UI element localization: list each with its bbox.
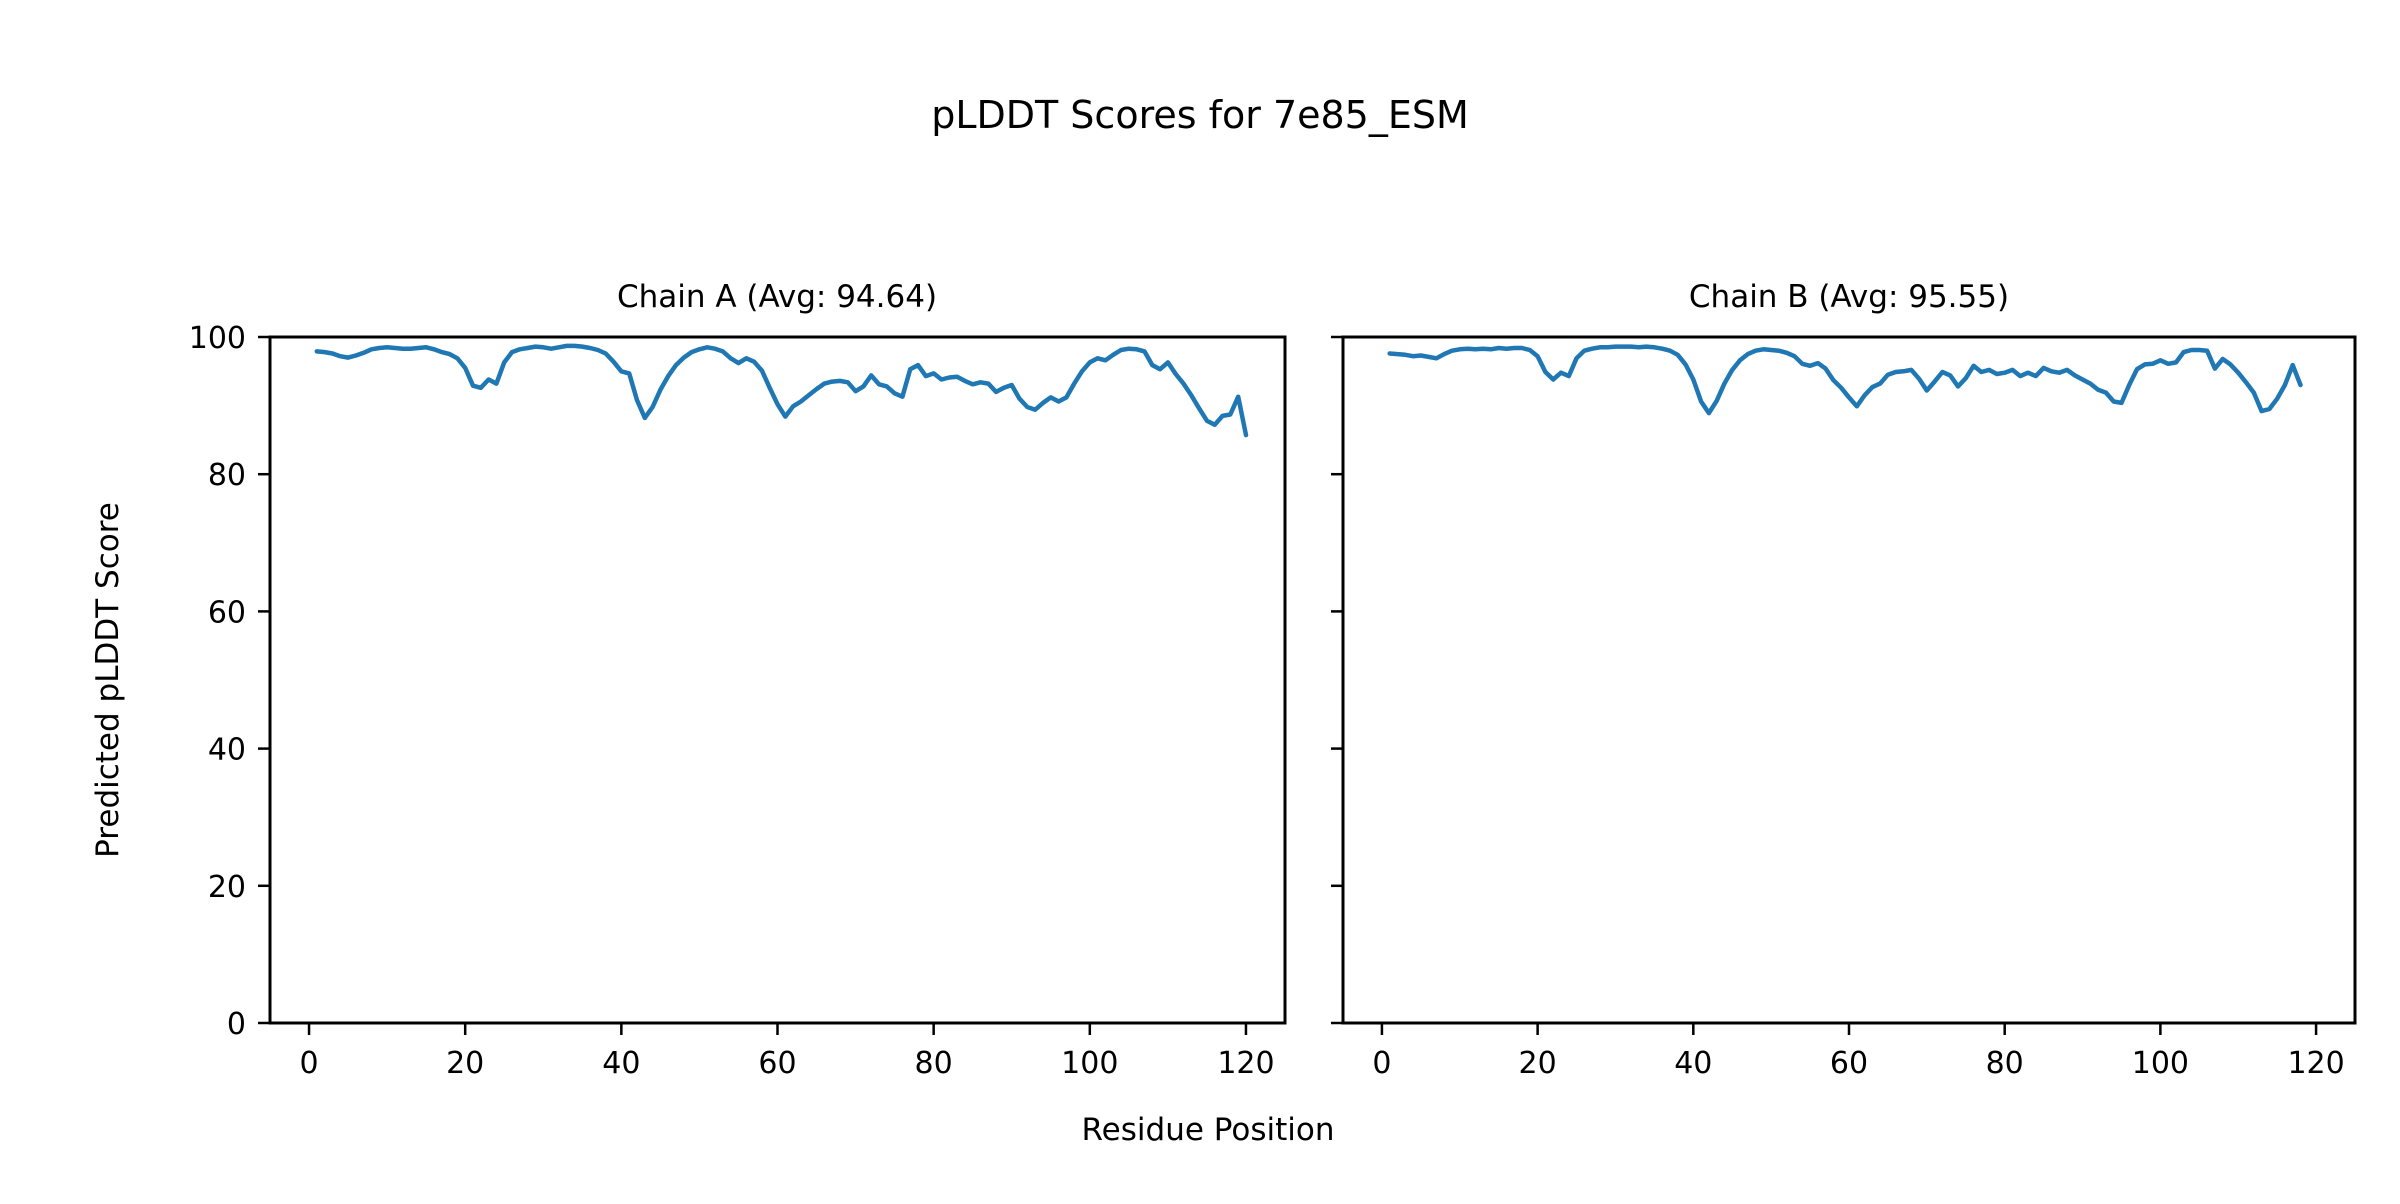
subplot-a-title: Chain A (Avg: 94.64)	[617, 279, 937, 315]
subplot-b-title: Chain B (Avg: 95.55)	[1689, 279, 2009, 315]
x-tick-label: 100	[1061, 1046, 1118, 1081]
plddt-line-chain-b	[1387, 344, 2303, 416]
y-tick-label: 40	[208, 733, 246, 768]
y-tick-label: 100	[189, 321, 246, 356]
y-tick-label: 20	[208, 870, 246, 905]
plddt-line-chain-a	[314, 343, 1249, 438]
x-tick-label: 120	[2287, 1046, 2344, 1081]
y-tick-label: 60	[208, 595, 246, 630]
x-tick-label: 20	[446, 1046, 484, 1081]
x-axis-label: Residue Position	[1082, 1112, 1335, 1148]
x-tick-label: 0	[1372, 1046, 1391, 1081]
x-tick-label: 80	[1986, 1046, 2024, 1081]
subplot-chain-a: 0 20 40 60 80 100 120 0 20 40 60 80 100	[189, 321, 1287, 1081]
x-tick-label: 60	[758, 1046, 796, 1081]
y-tick-label: 80	[208, 458, 246, 493]
x-tick-label: 60	[1830, 1046, 1868, 1081]
x-tick-label: 40	[602, 1046, 640, 1081]
x-tick-label: 40	[1674, 1046, 1712, 1081]
figure-title: pLDDT Scores for 7e85_ESM	[931, 93, 1469, 137]
x-tick-label: 80	[915, 1046, 953, 1081]
subplot-chain-b: 0 20 40 60 80 100 120	[1331, 335, 2357, 1081]
y-axis-label: Predicted pLDDT Score	[90, 502, 126, 858]
x-tick-label: 20	[1519, 1046, 1557, 1081]
x-tick-label: 0	[299, 1046, 318, 1081]
x-tick-label: 120	[1217, 1046, 1274, 1081]
y-tick-label: 0	[227, 1007, 246, 1042]
x-tick-label: 100	[2132, 1046, 2189, 1081]
axes-frame	[1341, 335, 2357, 1025]
axes-frame	[268, 335, 1287, 1025]
